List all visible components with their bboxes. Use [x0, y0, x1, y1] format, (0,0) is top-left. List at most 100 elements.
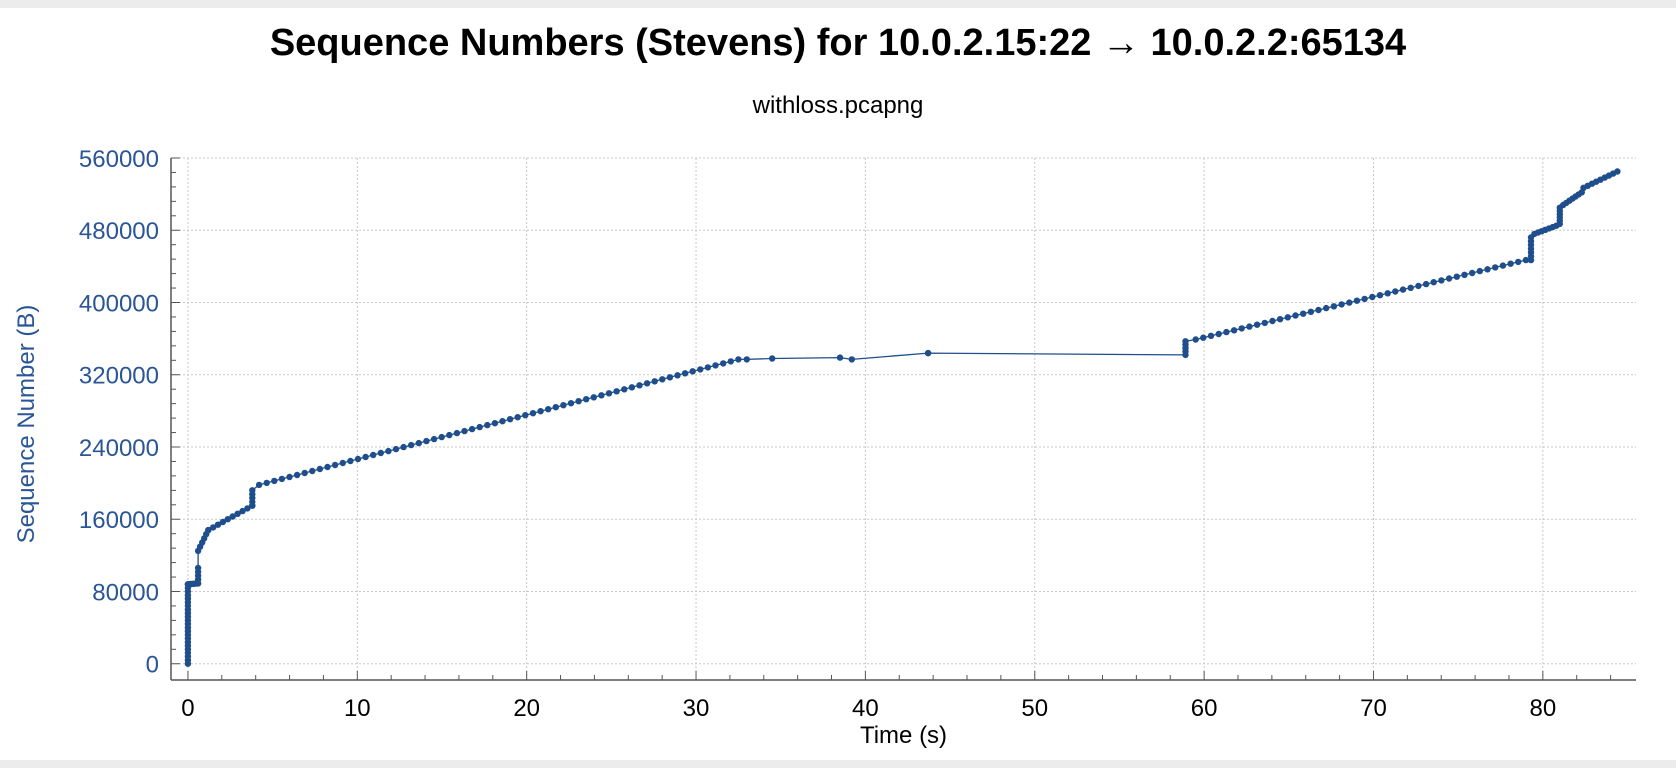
data-point — [339, 459, 346, 467]
series-line — [187, 170, 1618, 664]
data-point — [1422, 280, 1430, 288]
data-point — [1192, 336, 1199, 343]
data-point — [214, 521, 222, 528]
y-tick-label: 400000 — [79, 290, 159, 317]
x-tick-label: 0 — [181, 695, 194, 722]
data-point — [836, 354, 844, 361]
data-point — [1445, 275, 1453, 282]
data-point — [605, 390, 613, 397]
data-point — [219, 518, 227, 526]
y-tick-label: 80000 — [92, 579, 159, 606]
data-point — [712, 362, 719, 369]
data-point — [1415, 282, 1422, 290]
data-point — [377, 449, 384, 457]
graph-window: Sequence Numbers (Stevens) for 10.0.2.15… — [0, 8, 1676, 760]
data-point — [484, 421, 491, 429]
data-point — [293, 471, 301, 479]
data-point — [1453, 273, 1461, 280]
data-point — [1182, 338, 1189, 345]
x-tick-label: 20 — [513, 695, 540, 722]
data-point — [278, 475, 286, 483]
chart-title: Sequence Numbers (Stevens) for 10.0.2.15… — [269, 22, 1407, 64]
x-tick-label: 70 — [1360, 695, 1387, 722]
data-point — [552, 404, 559, 411]
data-point — [1230, 327, 1238, 334]
data-point — [255, 481, 263, 489]
data-point — [491, 420, 499, 427]
x-tick-label: 40 — [852, 695, 879, 722]
data-point — [430, 435, 438, 443]
x-tick-label: 60 — [1191, 695, 1218, 722]
data-point — [408, 441, 415, 449]
data-point — [249, 487, 256, 494]
data-point — [1492, 264, 1499, 271]
y-tick-label: 480000 — [79, 218, 159, 245]
data-point — [598, 392, 605, 399]
data-point — [1338, 301, 1345, 308]
data-point — [529, 410, 537, 417]
data-point — [848, 356, 855, 363]
x-axis-label: Time (s) — [860, 722, 947, 749]
data-point — [659, 376, 666, 383]
data-point — [1269, 317, 1276, 325]
data-point — [468, 425, 476, 433]
data-point — [301, 469, 308, 477]
data-point — [1369, 293, 1376, 301]
data-point — [689, 368, 696, 375]
x-tick-label: 50 — [1021, 695, 1048, 722]
data-point — [643, 380, 651, 387]
data-point — [210, 524, 217, 531]
data-point — [628, 384, 636, 391]
sequence-plot[interactable]: 0 10 20 30 40 50 60 70 80 0 80000 160000 240000 32000… — [0, 8, 1676, 760]
data-point — [229, 513, 236, 520]
data-point — [522, 412, 529, 419]
data-point — [347, 457, 354, 465]
data-point — [735, 356, 742, 363]
y-tick-label: 560000 — [79, 146, 159, 173]
data-point — [769, 355, 776, 362]
data-point — [1292, 312, 1299, 319]
data-point — [560, 402, 567, 409]
data-point — [385, 447, 392, 455]
data-point — [1276, 316, 1284, 323]
data-point — [286, 473, 293, 481]
data-point — [362, 453, 369, 461]
data-point — [590, 394, 597, 401]
y-tick-label: 240000 — [79, 435, 159, 462]
data-point — [316, 465, 324, 473]
data-point — [415, 439, 422, 447]
data-point — [743, 356, 750, 363]
y-tick-label: 0 — [146, 652, 159, 679]
data-point — [1238, 325, 1245, 332]
data-point — [392, 445, 400, 453]
data-point — [1476, 267, 1484, 275]
data-point — [567, 400, 575, 407]
data-point — [1300, 310, 1307, 317]
data-point — [461, 427, 468, 435]
data-point — [324, 463, 331, 471]
series-points — [184, 168, 1621, 667]
data-point — [438, 433, 445, 441]
data-point — [506, 416, 514, 423]
data-point — [720, 360, 727, 367]
data-point — [545, 406, 552, 413]
data-point — [704, 364, 712, 371]
data-point — [697, 366, 704, 373]
data-point — [1253, 321, 1261, 328]
data-point — [354, 455, 362, 463]
data-point — [1346, 299, 1353, 306]
data-point — [263, 479, 270, 487]
data-point — [1315, 306, 1322, 314]
data-point — [1507, 260, 1514, 267]
data-point — [1307, 308, 1315, 315]
data-point — [613, 388, 620, 395]
data-point — [514, 414, 521, 421]
data-point — [621, 386, 628, 393]
data-point — [331, 461, 339, 469]
x-tick-label: 10 — [344, 695, 371, 722]
data-point — [666, 374, 674, 381]
x-tick-label: 30 — [683, 695, 710, 722]
data-point — [681, 370, 689, 377]
series-path — [187, 170, 1618, 664]
grid — [171, 157, 1636, 680]
